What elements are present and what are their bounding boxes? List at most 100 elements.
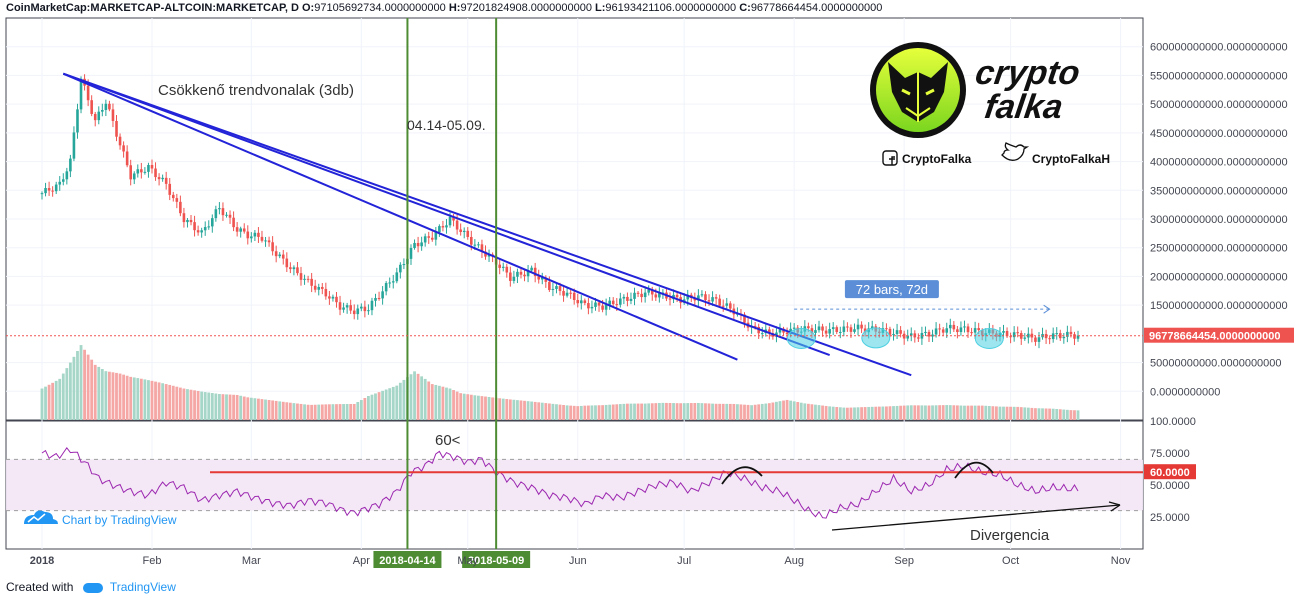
divergence-arrow[interactable] xyxy=(831,504,1121,531)
volume-bar xyxy=(736,404,739,420)
volume-bar xyxy=(657,402,661,420)
date-marker-label: 2018-05-09 xyxy=(468,555,524,567)
candle-body xyxy=(260,236,264,241)
candle-body xyxy=(104,103,108,110)
candle-body xyxy=(700,294,704,296)
volume-bar xyxy=(40,388,44,420)
volume-bar xyxy=(586,405,590,420)
candle-body xyxy=(211,218,214,227)
volume-bar xyxy=(824,405,828,420)
volume-bar xyxy=(228,394,232,420)
trend-title-annotation[interactable]: Csökkenő trendvonalak (3db) xyxy=(158,82,354,99)
volume-bar xyxy=(750,405,753,420)
volume-bar xyxy=(611,404,615,420)
touch-ellipse[interactable] xyxy=(786,327,816,349)
candle-body xyxy=(572,292,576,300)
price-tick-label: 550000000000.0000000000 xyxy=(1150,70,1288,82)
date-range-lines: 2018-04-14 2018-05-09 xyxy=(373,18,531,568)
rsi-note-annotation[interactable]: 60< xyxy=(435,432,461,449)
volume-bar xyxy=(700,403,704,420)
trend-line[interactable] xyxy=(62,72,831,357)
volume-bar xyxy=(232,394,235,420)
volume-bar xyxy=(125,375,129,420)
measure-arrow-head xyxy=(1043,304,1051,314)
volume-bar xyxy=(746,404,750,420)
volume-bar xyxy=(615,404,619,420)
candle-body xyxy=(512,276,516,281)
candle-body xyxy=(399,264,402,273)
volume-bar xyxy=(626,403,629,420)
candle-body xyxy=(338,302,342,310)
candle-body xyxy=(931,334,934,337)
candle-body xyxy=(72,132,76,159)
range-label-annotation[interactable]: 04.14-05.09. xyxy=(407,117,486,133)
volume-bar xyxy=(565,405,569,420)
touch-ellipse[interactable] xyxy=(974,327,1004,349)
candle-body xyxy=(147,165,150,172)
rsi-tick-label: 100.0000 xyxy=(1150,416,1196,428)
candle-body xyxy=(697,295,700,301)
volume-bar xyxy=(1023,407,1027,420)
candle-body xyxy=(842,326,846,332)
candle-body xyxy=(430,237,434,240)
volume-bar xyxy=(171,385,175,420)
candle-body xyxy=(814,330,817,333)
candle-body xyxy=(171,194,175,199)
volume-bar xyxy=(1073,410,1076,420)
candle-body xyxy=(328,296,331,299)
candle-body xyxy=(157,177,161,180)
candle-body xyxy=(242,228,246,232)
volume-bar xyxy=(338,404,342,420)
volume-bar xyxy=(732,403,736,420)
volume-bar xyxy=(526,401,530,420)
divergence-annotation[interactable]: Divergencia xyxy=(970,527,1050,544)
volume-bar xyxy=(1041,408,1044,420)
volume-bar xyxy=(1030,407,1034,420)
volume-bar xyxy=(970,405,973,420)
trend-line[interactable] xyxy=(62,72,912,377)
candle-body xyxy=(509,272,512,281)
price-tick-label: 200000000000.0000000000 xyxy=(1150,271,1288,283)
candle-body xyxy=(619,298,622,305)
volume-bar xyxy=(108,371,111,420)
candle-body xyxy=(807,326,810,329)
candle-body xyxy=(1023,337,1027,339)
rsi-arc-1[interactable] xyxy=(721,466,763,485)
volume-bar xyxy=(831,406,835,420)
candle-body xyxy=(725,303,729,306)
tradingview-footer-icon xyxy=(82,582,103,593)
rsi-arc-2[interactable] xyxy=(954,461,994,479)
tradingview-footer-link[interactable]: TradingView xyxy=(109,580,176,594)
facebook-icon xyxy=(882,150,898,166)
volume-bar xyxy=(391,386,395,420)
candle-body xyxy=(934,328,938,335)
volume-bar xyxy=(963,405,966,420)
candle-body xyxy=(1073,334,1076,339)
trend-line[interactable] xyxy=(62,72,738,361)
volume-bar xyxy=(508,399,512,420)
candle-body xyxy=(548,281,551,290)
candle-body xyxy=(640,293,643,298)
candle-body xyxy=(941,329,945,333)
rsi-level-value: 60.0000 xyxy=(1150,467,1190,479)
volume-bar xyxy=(849,407,853,420)
candle-body xyxy=(445,225,448,228)
candle-body xyxy=(310,278,313,286)
candle-body xyxy=(317,286,321,290)
candle-body xyxy=(1034,337,1037,342)
candle-body xyxy=(973,328,977,333)
divergence-arrow-head xyxy=(1108,501,1121,512)
symbol-title: CoinMarketCap:MARKETCAP-ALTCOIN:MARKETCA… xyxy=(6,2,299,14)
candle-body xyxy=(115,120,118,137)
volume-bar xyxy=(143,379,147,420)
volume-bar xyxy=(856,407,860,420)
volume-bar xyxy=(352,403,356,420)
volume-bar xyxy=(86,354,90,420)
twitter-icon xyxy=(1001,142,1030,161)
volume-bar xyxy=(842,407,846,420)
candle-body xyxy=(658,293,661,298)
touch-ellipse[interactable] xyxy=(861,327,891,349)
volume-bar xyxy=(1044,408,1048,420)
candle-body xyxy=(335,296,338,303)
